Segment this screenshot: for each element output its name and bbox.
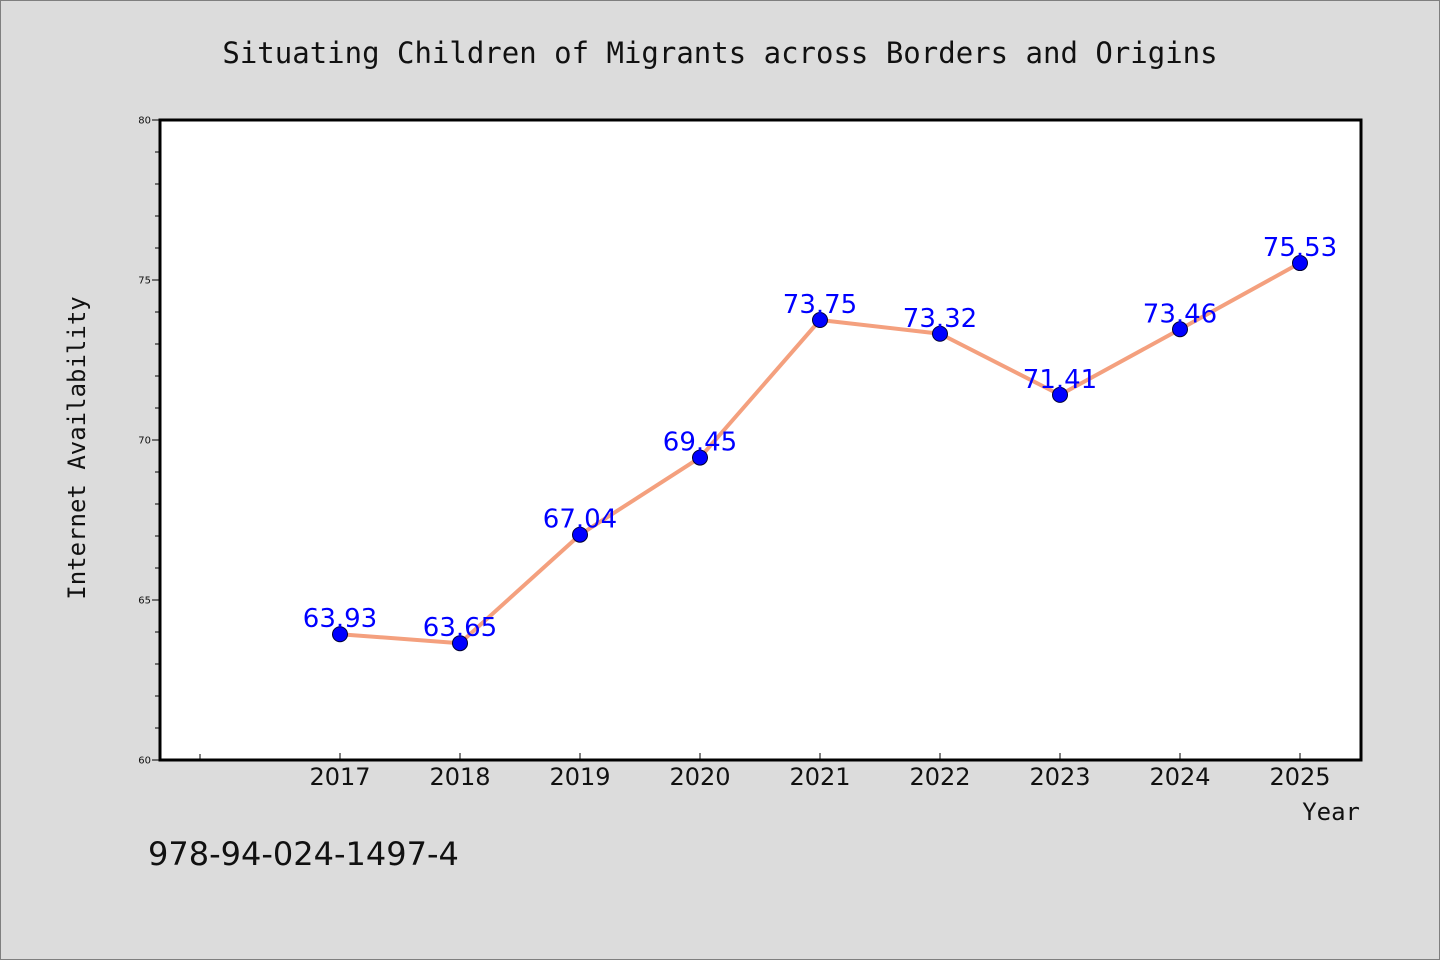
y-tick-label: 80 [138, 116, 151, 127]
x-tick-label: 2025 [1269, 763, 1330, 791]
x-tick-label: 2023 [1029, 763, 1090, 791]
data-point [1172, 321, 1188, 338]
x-axis-label: Year [1302, 798, 1360, 826]
data-labels: 63.93 63.65 67.04 69.45 73.75 73.32 71.41 73.46… [303, 233, 1337, 643]
x-tick-label: 2018 [429, 763, 490, 791]
data-label: 73.46 [1143, 299, 1217, 329]
series-markers [332, 255, 1308, 652]
y-tick-label: 70 [138, 436, 151, 447]
isbn-text: 978-94-024-1497-4 [148, 835, 459, 873]
data-point [452, 635, 468, 652]
x-tick-label: 2019 [549, 763, 610, 791]
data-point [1052, 386, 1068, 403]
y-axis: 60 65 70 75 80 [138, 116, 160, 767]
y-tick-label: 65 [138, 596, 151, 607]
data-point [692, 449, 708, 466]
x-tick-label: 2024 [1149, 763, 1210, 791]
x-tick-label: 2021 [789, 763, 850, 791]
y-axis-label: Internet Availability [63, 296, 91, 599]
data-point [572, 526, 588, 543]
data-label: 69.45 [663, 428, 737, 458]
data-point [932, 325, 948, 342]
y-tick-label: 60 [138, 756, 151, 767]
x-tick-label: 2020 [669, 763, 730, 791]
data-point [1292, 255, 1308, 272]
data-label: 75.53 [1263, 233, 1337, 263]
data-label: 63.65 [423, 613, 497, 643]
x-tick-label: 2022 [909, 763, 970, 791]
data-label: 73.32 [903, 304, 977, 334]
x-axis: 2017 2018 2019 2020 2021 2022 2023 2024 2025 [199, 753, 1331, 791]
data-point [332, 626, 348, 643]
data-label: 71.41 [1023, 365, 1097, 395]
data-label: 67.04 [543, 505, 617, 535]
y-tick-label: 75 [138, 276, 151, 287]
data-label: 63.93 [303, 604, 377, 634]
chart-title: Situating Children of Migrants across Bo… [222, 36, 1217, 70]
plot-area [160, 120, 1361, 760]
data-label: 73.75 [783, 290, 857, 320]
x-tick-label: 2017 [309, 763, 370, 791]
data-point [812, 312, 828, 328]
plot-border [158, 118, 1363, 762]
